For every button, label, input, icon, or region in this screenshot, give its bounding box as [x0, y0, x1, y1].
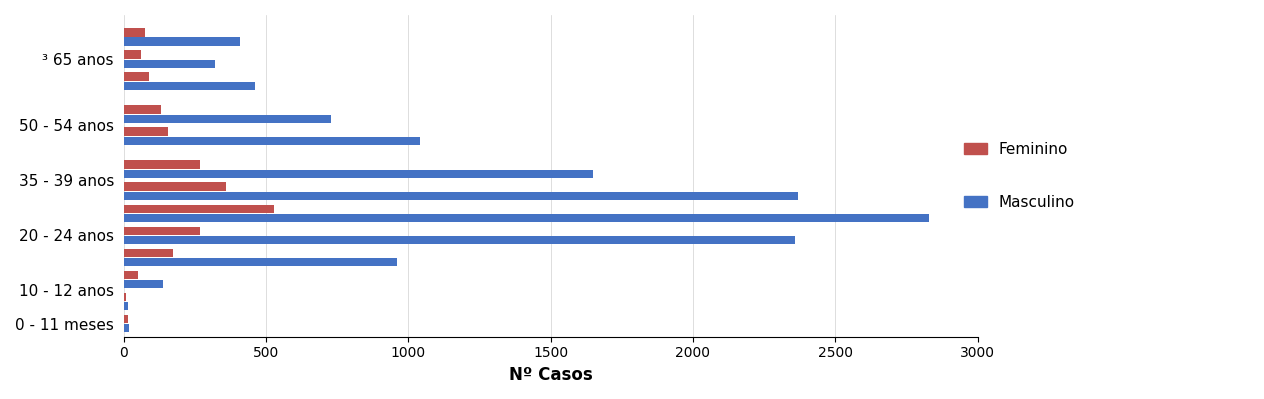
Bar — [124, 280, 163, 288]
Bar — [124, 105, 161, 114]
Bar — [124, 249, 173, 257]
Bar — [124, 227, 201, 235]
Bar — [124, 136, 420, 145]
Bar — [124, 315, 128, 323]
Bar — [124, 192, 799, 200]
Bar — [124, 236, 795, 244]
Bar — [124, 292, 126, 301]
Bar — [124, 28, 145, 37]
Bar — [124, 72, 149, 81]
Bar — [124, 271, 138, 279]
Bar — [124, 324, 129, 332]
Bar — [124, 127, 168, 136]
Bar — [124, 50, 140, 59]
Bar — [124, 302, 128, 310]
Bar — [124, 38, 240, 46]
Bar — [124, 258, 397, 266]
Bar — [124, 160, 201, 169]
Bar — [124, 182, 226, 191]
X-axis label: Nº Casos: Nº Casos — [508, 366, 593, 384]
Bar — [124, 170, 593, 178]
Bar — [124, 214, 929, 222]
Bar — [124, 205, 274, 213]
Legend: Feminino, Masculino: Feminino, Masculino — [958, 136, 1081, 216]
Bar — [124, 115, 331, 123]
Bar — [124, 59, 215, 68]
Bar — [124, 81, 254, 90]
